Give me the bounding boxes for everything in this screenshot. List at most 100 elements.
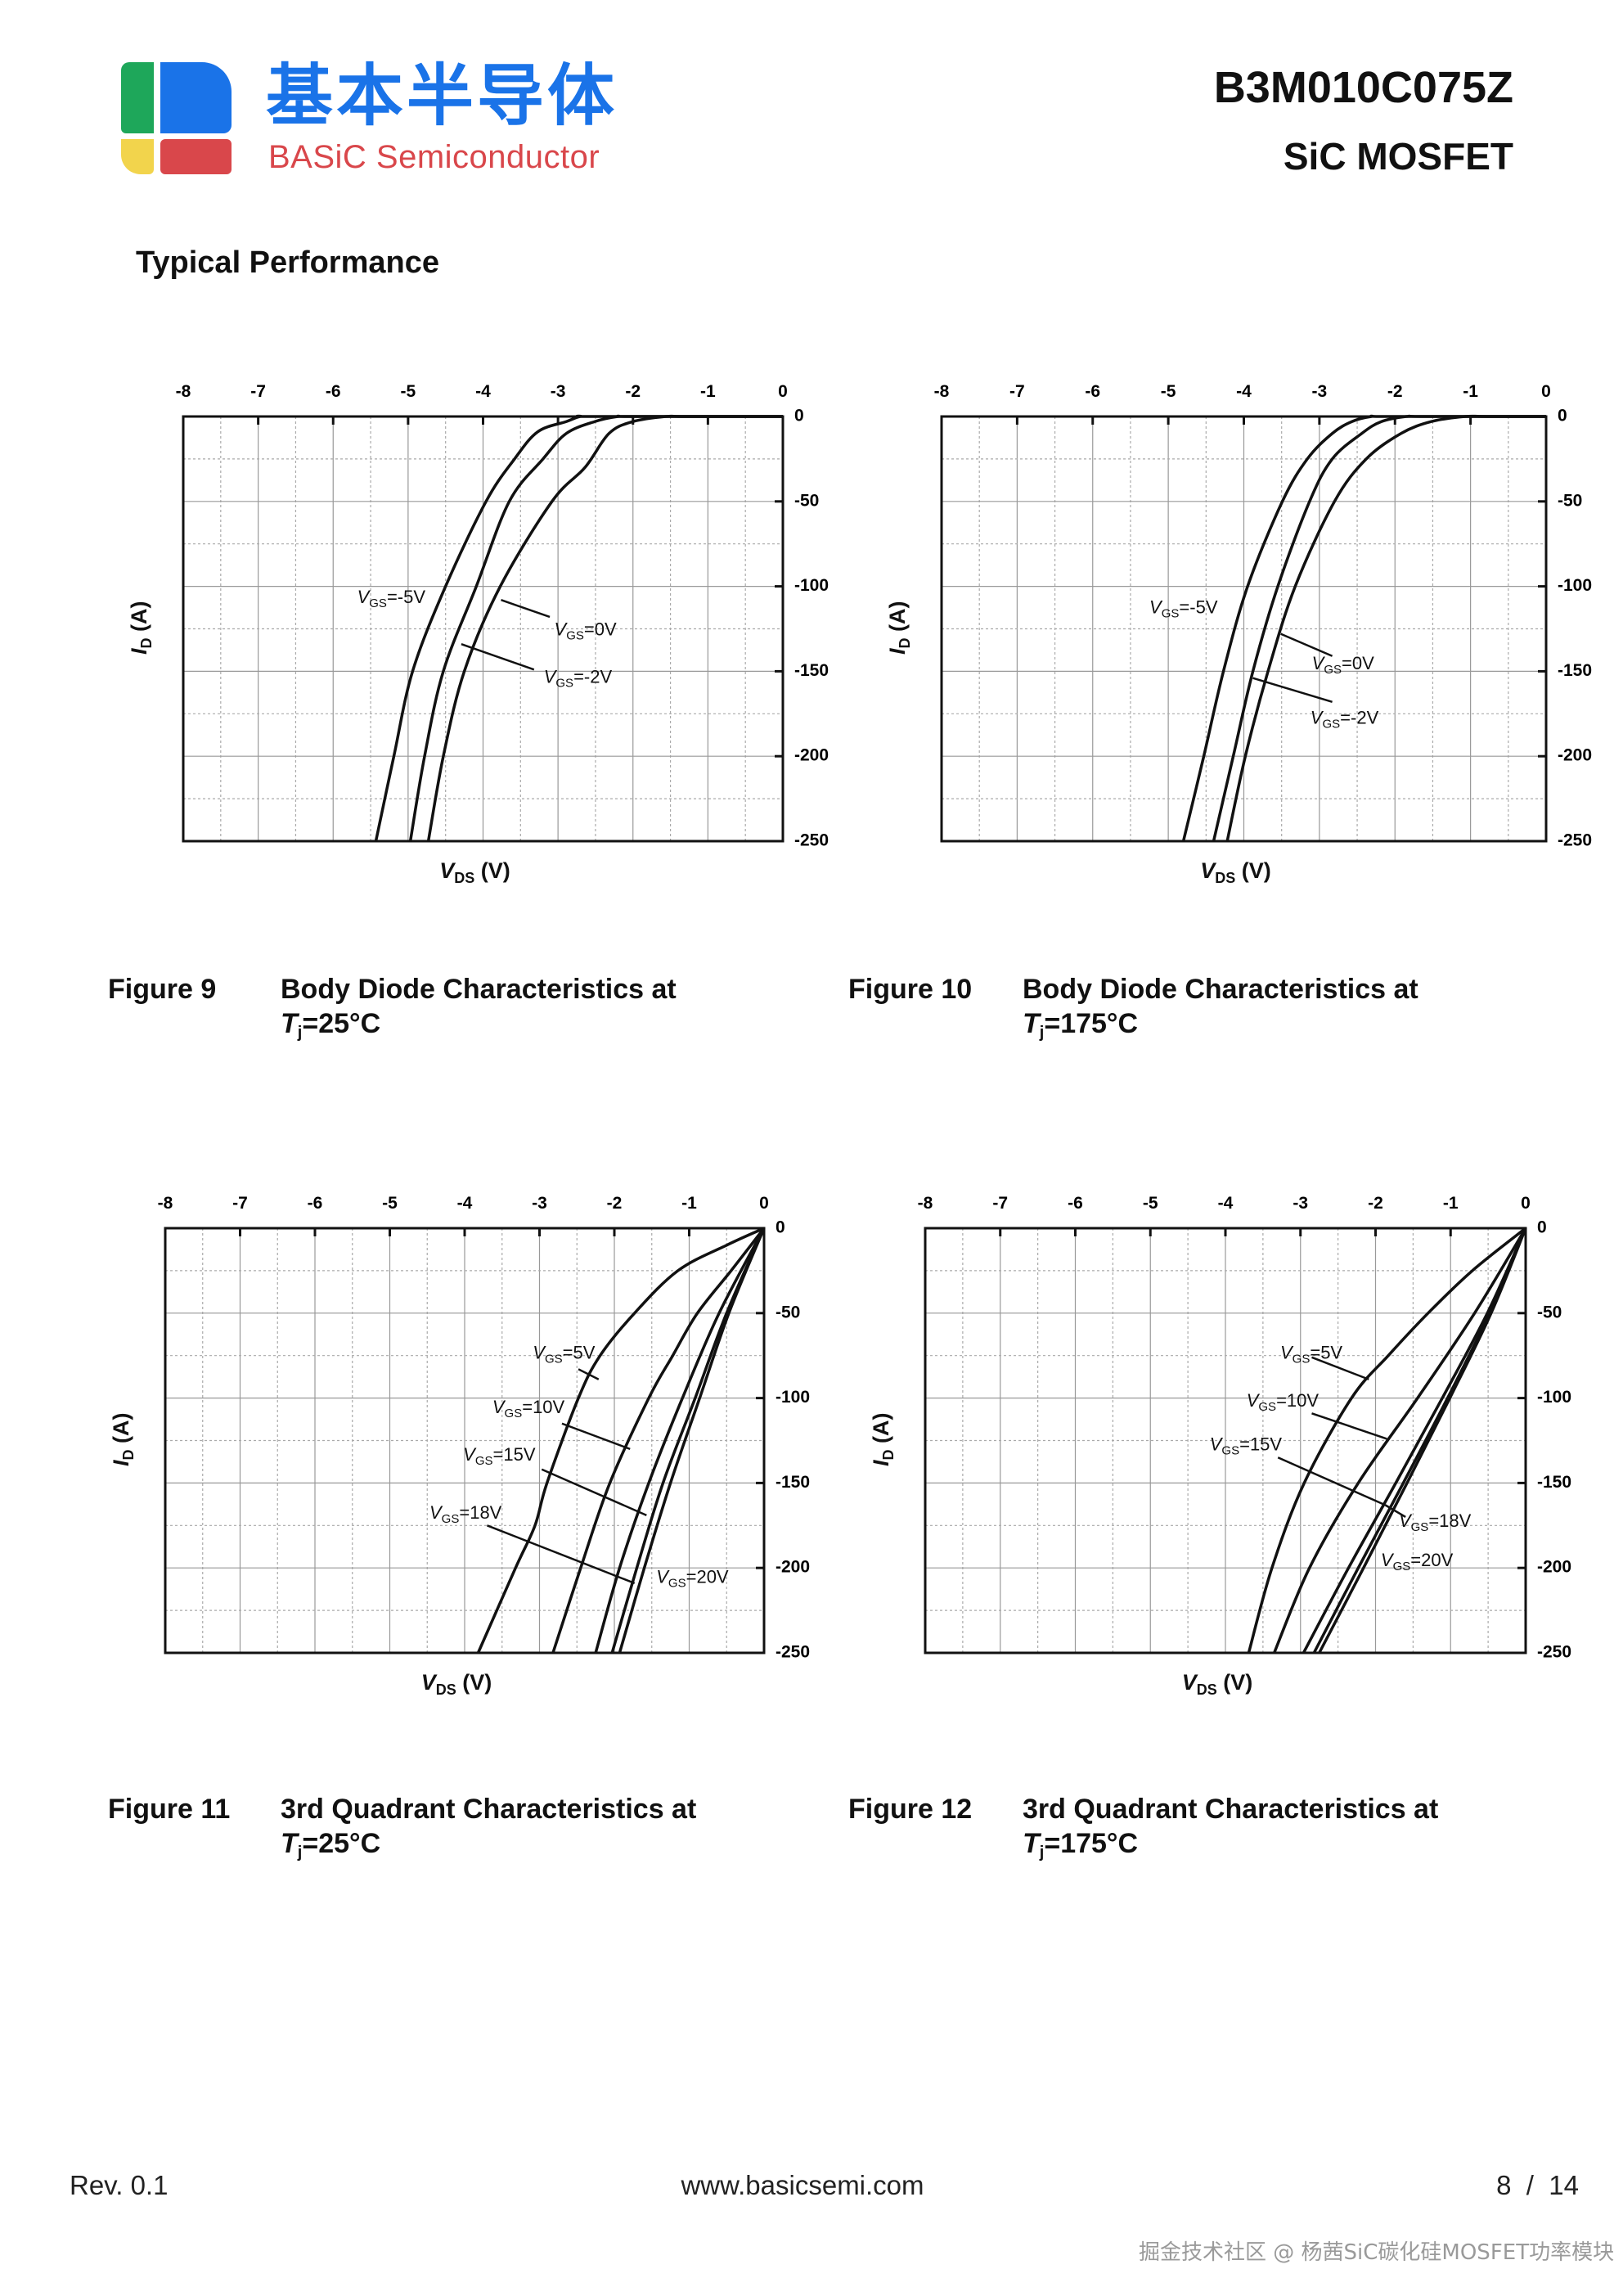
subscript: GS (555, 677, 573, 691)
x-tick-label: -5 (401, 382, 416, 401)
x-tick-label: -2 (1387, 382, 1403, 401)
series-line-vgs-2 (1212, 414, 1546, 842)
temp-symbol: T (1023, 1828, 1040, 1859)
series-label: VGS=-5V (1149, 597, 1218, 620)
series-line-vgs15 (1302, 1227, 1527, 1654)
symbol: V (1399, 1510, 1413, 1531)
y-axis-label: ID (A) (869, 1413, 897, 1467)
x-tick-label: -6 (308, 1194, 323, 1213)
annotation-leader-line (578, 1368, 600, 1380)
value: =5V (1310, 1342, 1342, 1362)
y-tick-label: -50 (776, 1303, 800, 1321)
subscript: GS (1293, 1353, 1311, 1366)
value: =-2V (573, 667, 612, 687)
symbol: I (127, 648, 151, 655)
series-label: VGS=-2V (544, 667, 613, 691)
x-tick-label: -2 (625, 382, 641, 401)
x-tick-label: -6 (1085, 382, 1100, 401)
figure-12-chart: -8 -7 -6 -5 -4 -3 -2 -1 0 0 -50 -100 -150 -200 -250 VDS… (869, 1194, 1571, 1698)
series-label: VGS=15V (1210, 1434, 1283, 1458)
value: =-5V (1179, 597, 1217, 617)
subscript: D (120, 1450, 137, 1461)
x-tick-label: -6 (326, 382, 341, 401)
x-tick-label: -4 (457, 1194, 473, 1213)
y-tick-label: -150 (1558, 661, 1592, 680)
symbol: V (1381, 1550, 1395, 1570)
annotation-leader-line (1277, 1456, 1386, 1506)
caption-title: 3rd Quadrant Characteristics at (1023, 1794, 1439, 1825)
symbol: V (1182, 1670, 1198, 1695)
series-line-vgs18 (610, 1227, 766, 1654)
x-tick-label: -6 (1068, 1194, 1083, 1213)
x-tick-label: -4 (1236, 382, 1252, 401)
value: =20V (1410, 1550, 1453, 1570)
y-tick-label: -50 (1558, 491, 1582, 510)
series-label: VGS=10V (492, 1397, 565, 1420)
value: =18V (1428, 1510, 1471, 1531)
x-tick-label: 0 (1521, 1194, 1531, 1213)
figure-9-chart: -8 -7 -6 -5 -4 -3 -2 -1 0 0 -50 -100 -150 -200 -250 VDS… (127, 382, 829, 886)
symbol: V (1311, 707, 1324, 727)
series-line-vgs10 (1273, 1227, 1527, 1654)
caption-temperature: Tj=175°C (1023, 1826, 1438, 1870)
series-line-vgs-2 (408, 414, 783, 842)
x-tick-label: 0 (1541, 382, 1551, 401)
y-tick-label: -50 (794, 491, 819, 510)
chart-svg: -8 -7 -6 -5 -4 -3 -2 -1 00-50-100-150-200-250VDS… (127, 382, 829, 886)
value: (A) (885, 601, 910, 638)
x-tick-label: -3 (532, 1194, 547, 1213)
x-axis-label: VDS (V) (1200, 858, 1271, 886)
symbol: V (492, 1397, 506, 1417)
value: (A) (127, 601, 151, 638)
x-axis-label: VDS (V) (1182, 1670, 1253, 1698)
value: =18V (459, 1502, 501, 1523)
logo-english-name: BASiC Semiconductor (268, 139, 600, 175)
subscript: GS (668, 1577, 686, 1591)
y-tick-label: -250 (1558, 831, 1592, 850)
symbol: V (656, 1566, 670, 1587)
y-tick-label: -200 (1558, 746, 1592, 765)
subscript: D (880, 1450, 897, 1461)
x-tick-label: -3 (551, 382, 566, 401)
series-label: VGS=0V (555, 619, 617, 642)
website-url: www.basicsemi.com (681, 2170, 924, 2200)
part-number: B3M010C075Z (1213, 63, 1513, 112)
y-tick-label: -250 (776, 1643, 810, 1662)
logo-green-block (121, 62, 154, 133)
symbol: V (1312, 653, 1326, 673)
symbol: V (1247, 1390, 1261, 1411)
figure-11-caption: 3rd Quadrant Characteristics at Tj=25°C (281, 1792, 696, 1870)
value: (V) (456, 1670, 492, 1695)
series-line-vgs20 (1318, 1227, 1527, 1654)
symbol: V (1200, 858, 1216, 883)
subscript: GS (369, 597, 387, 610)
subscript: GS (1322, 717, 1340, 731)
value: (V) (474, 858, 510, 883)
symbol: I (885, 648, 910, 655)
y-tick-label: -100 (1537, 1388, 1571, 1407)
caption-temperature: Tj=175°C (1023, 1006, 1418, 1050)
x-tick-label: -1 (1463, 382, 1478, 401)
x-tick-label: -2 (607, 1194, 623, 1213)
subscript: GS (1221, 1444, 1239, 1458)
figure-11-chart: -8 -7 -6 -5 -4 -3 -2 -1 0 0 -50 -100 -150 -200 -250 VDS… (109, 1194, 810, 1698)
x-axis-label: VDS (V) (439, 858, 510, 886)
series-line-vgs5 (1247, 1227, 1527, 1654)
x-tick-label: -5 (1143, 1194, 1158, 1213)
series-label: VGS=20V (656, 1566, 729, 1590)
x-tick-label: -8 (918, 1194, 933, 1213)
subscript: DS (436, 1681, 456, 1698)
subscript: GS (545, 1353, 563, 1366)
annotation-leader-line (486, 1524, 636, 1585)
subscript: GS (442, 1512, 460, 1526)
x-tick-label: -7 (232, 1194, 248, 1213)
subscript: DS (1215, 870, 1235, 886)
figure-12-caption: 3rd Quadrant Characteristics at Tj=175°C (1023, 1792, 1438, 1870)
y-axis-label: ID (A) (127, 601, 155, 655)
caption-temperature: Tj=25°C (281, 1006, 677, 1050)
x-tick-label: -1 (1443, 1194, 1459, 1213)
x-tick-label: -7 (992, 1194, 1008, 1213)
subscript: GS (475, 1454, 493, 1468)
symbol: V (555, 619, 569, 639)
x-tick-label: -5 (382, 1194, 398, 1213)
